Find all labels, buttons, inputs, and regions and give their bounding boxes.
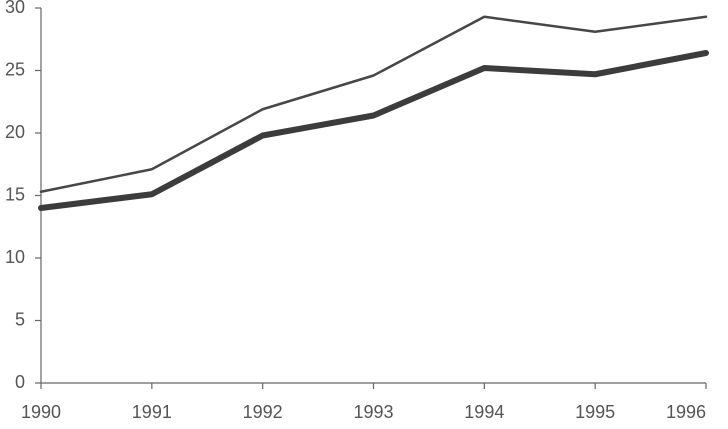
x-tick-label: 1996 <box>666 402 706 422</box>
y-tick-label: 5 <box>15 309 25 329</box>
x-tick-label: 1992 <box>243 402 283 422</box>
series-line <box>38 50 709 211</box>
y-tick-label: 30 <box>5 0 25 17</box>
y-tick-label: 25 <box>5 59 25 79</box>
y-tick-label: 20 <box>5 122 25 142</box>
y-tick-label: 15 <box>5 184 25 204</box>
x-tick-label: 1993 <box>353 402 393 422</box>
x-tick-label: 1991 <box>132 402 172 422</box>
x-tick-label: 1994 <box>464 402 504 422</box>
y-tick-label: 10 <box>5 247 25 267</box>
series-line <box>39 15 708 193</box>
x-tick-label: 1990 <box>21 402 61 422</box>
x-tick-label: 1995 <box>575 402 615 422</box>
y-tick-label: 0 <box>15 372 25 392</box>
